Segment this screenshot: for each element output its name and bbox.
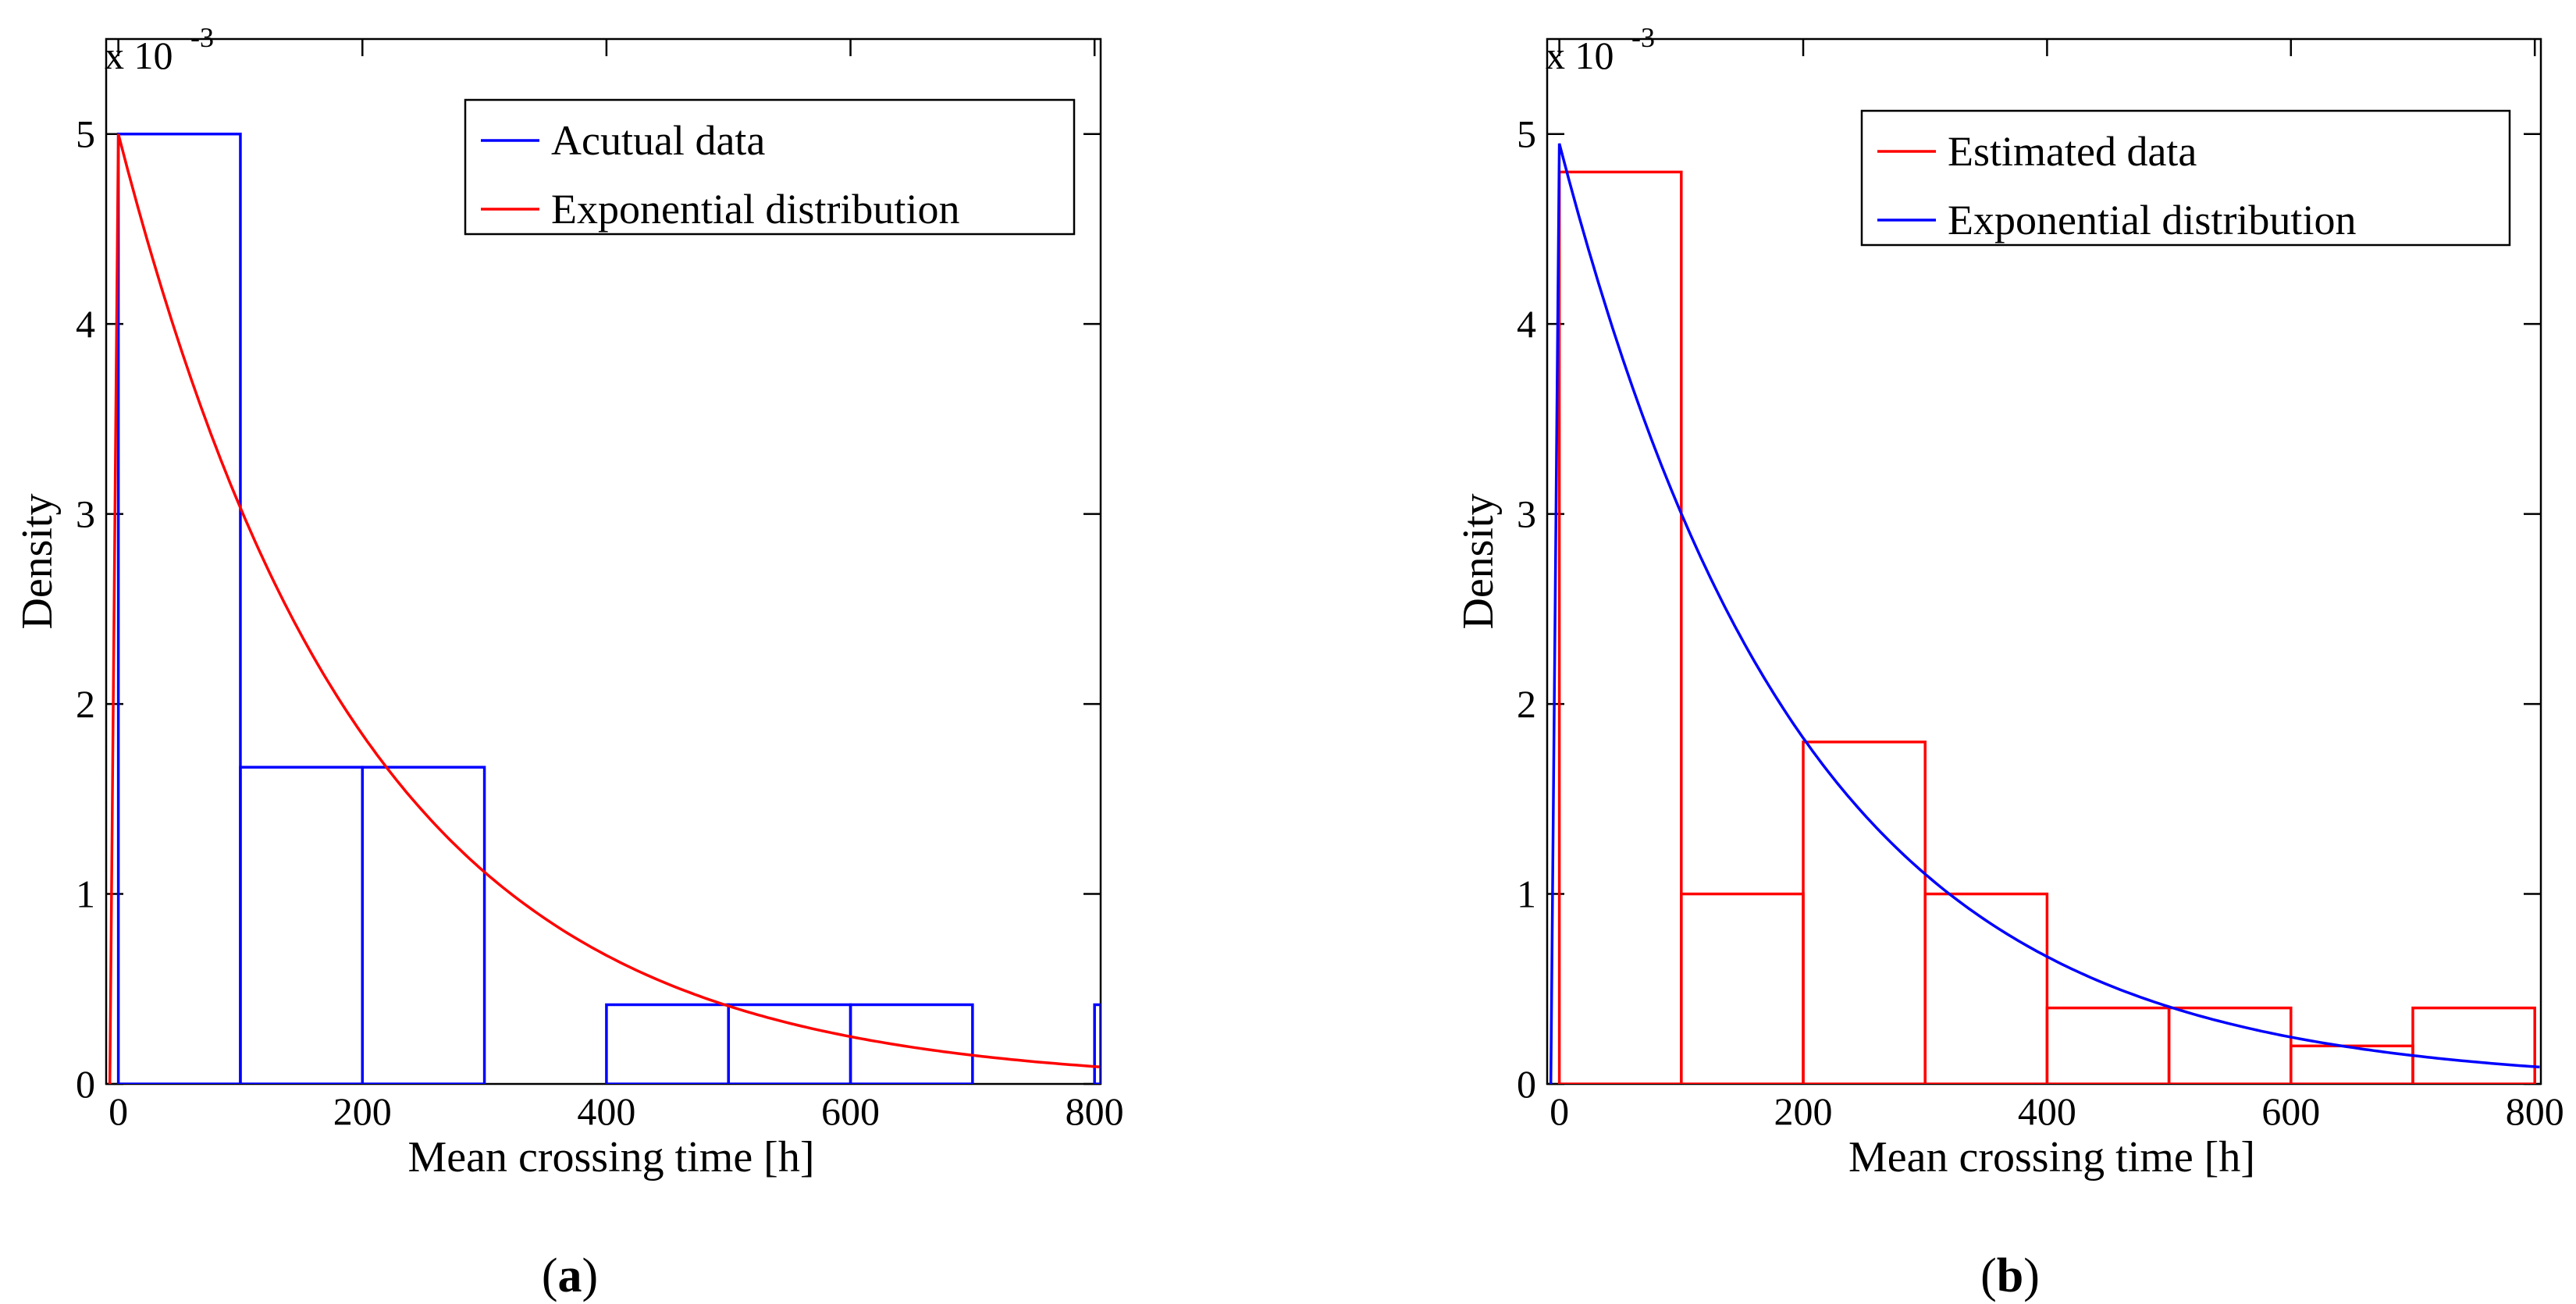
legend-label: Acutual data [551, 117, 765, 164]
y-tick-label: 0 [1517, 1062, 1536, 1106]
x-tick-label: 600 [2261, 1089, 2320, 1133]
y-tick-label: 1 [76, 872, 95, 916]
y-tick-label: 4 [76, 302, 95, 346]
panel-label-open: ( [1980, 1249, 1997, 1302]
panel-label-close: ) [2023, 1249, 2040, 1302]
panel-label: (a) [542, 1249, 598, 1302]
panel-label-close: ) [582, 1249, 599, 1302]
histogram-bar [2411, 1006, 2536, 1084]
panel-label-letter: b [1997, 1249, 2023, 1302]
panel-label-letter: a [558, 1249, 582, 1302]
legend-label: Exponential distribution [551, 186, 959, 233]
histogram-bar [2045, 1006, 2171, 1084]
panel-label-open: ( [542, 1249, 558, 1302]
y-exponent-power: -3 [190, 22, 214, 53]
legend: Acutual data Exponential distribution [464, 98, 1076, 236]
legend-box [1860, 109, 2511, 247]
legend: Estimated data Exponential distribution [1860, 109, 2511, 247]
histogram-bar [727, 1003, 852, 1084]
x-tick-label: 600 [821, 1089, 880, 1133]
y-tick-label: 3 [1517, 492, 1536, 536]
x-axis-label: Mean crossing time [h] [408, 1133, 815, 1181]
panel-a: 0 200 400 600 800 0 1 2 3 4 5x 10 -3 Mean crossing t… [13, 22, 1124, 1302]
y-axis-label: Density [1454, 493, 1503, 629]
plot-area [1549, 143, 2540, 1084]
y-tick-label: 2 [76, 682, 95, 726]
exponential-curve [1549, 143, 2540, 1084]
y-tick-label: 1 [1517, 872, 1536, 916]
x-tick-label: 400 [577, 1089, 635, 1133]
histogram-bar [1923, 892, 2049, 1084]
exponential-curve [108, 133, 1100, 1084]
histogram-bar [239, 766, 365, 1084]
y-tick-label: 3 [76, 492, 95, 536]
x-tick-label: 200 [1774, 1089, 1833, 1133]
legend-label: Exponential distribution [1948, 197, 2356, 243]
histogram-bar [1802, 741, 1927, 1084]
histogram-bar [1680, 892, 1805, 1084]
axes-frame [105, 37, 1102, 1085]
x-tick-label: 800 [1066, 1089, 1124, 1133]
histogram-bar [116, 132, 242, 1084]
y-tick-label: 5 [76, 112, 95, 156]
y-tick-label: 4 [1517, 302, 1536, 346]
y-exponent-power: -3 [1631, 22, 1655, 53]
plot-area [108, 132, 1101, 1084]
x-tick-label: 400 [2018, 1089, 2076, 1133]
histogram-bar [1093, 1003, 1101, 1084]
x-tick-label: 800 [2506, 1089, 2564, 1133]
histogram-bar [2167, 1006, 2293, 1084]
x-tick-label: 0 [109, 1089, 128, 1133]
panel-b: 0 200 400 600 800 0 1 2 3 4 5x 10 -3 Mean crossing t… [1454, 22, 2564, 1302]
y-exponent-label: x 10 [1546, 34, 1614, 77]
legend-label: Estimated data [1948, 128, 2197, 175]
histogram-bar [1557, 170, 1683, 1084]
y-tick-label: 2 [1517, 682, 1536, 726]
histogram-bar [2290, 1044, 2414, 1084]
legend-box [464, 98, 1076, 236]
y-exponent-label: x 10 [105, 34, 173, 77]
y-tick-label: 0 [76, 1062, 95, 1106]
x-axis-label: Mean crossing time [h] [1848, 1133, 2255, 1181]
panel-label: (b) [1980, 1249, 2040, 1302]
histogram-bar [849, 1003, 974, 1084]
y-tick-label: 5 [1517, 112, 1536, 156]
x-tick-label: 0 [1550, 1089, 1569, 1133]
y-axis-label: Density [13, 493, 62, 629]
x-tick-label: 200 [333, 1089, 392, 1133]
histogram-bar [605, 1003, 730, 1084]
histogram-bar [361, 766, 486, 1084]
